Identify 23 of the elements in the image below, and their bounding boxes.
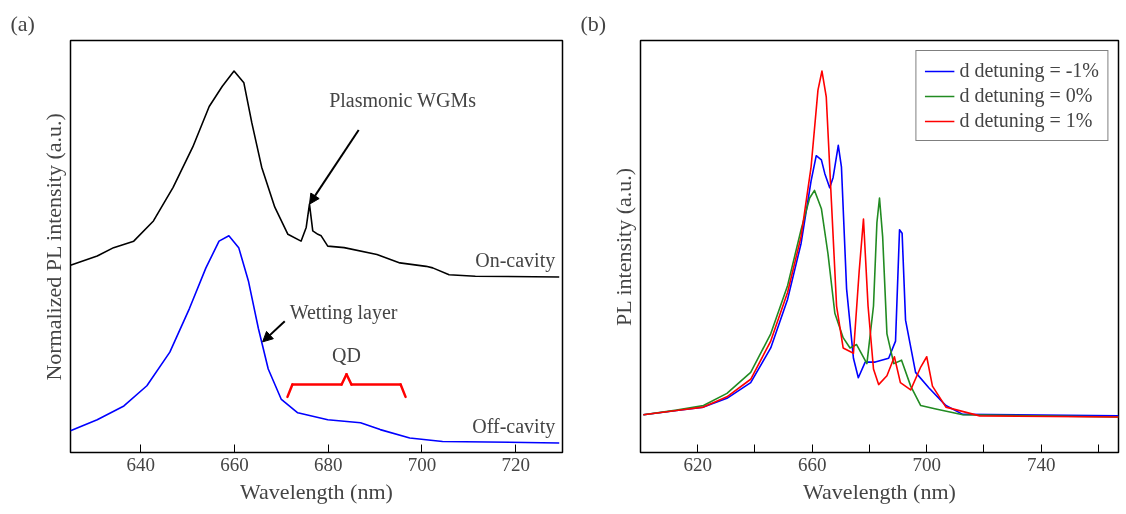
- annotation: Plasmonic WGMs: [329, 89, 477, 112]
- series-label: On-cavity: [475, 249, 556, 273]
- x-axis-title: Wavelength (nm): [240, 478, 393, 504]
- y-axis-title: Normalized PL intensity (a.u.): [40, 113, 66, 381]
- annotation: Wetting layer: [289, 301, 398, 325]
- chart-title: (b): [580, 10, 607, 36]
- x-tick-label: 660: [220, 453, 249, 475]
- x-tick-label: 660: [797, 453, 827, 475]
- x-tick-label: 680: [313, 453, 343, 475]
- legend-label: d detuning = 1%: [959, 109, 1093, 132]
- x-tick-label: 620: [683, 453, 712, 475]
- legend-label: d detuning = -1%: [959, 59, 1099, 82]
- x-tick-label: 720: [501, 453, 530, 475]
- x-axis-title: Wavelength (nm): [803, 478, 956, 504]
- y-axis-title: PL intensity (a.u.): [610, 167, 636, 326]
- series-label: Off-cavity: [472, 414, 556, 438]
- x-tick-label: 740: [1026, 453, 1056, 475]
- x-tick-label: 640: [126, 453, 156, 475]
- annotation: QD: [332, 343, 361, 366]
- chart-title: (a): [10, 10, 35, 36]
- x-tick-label: 700: [912, 453, 941, 475]
- x-tick-label: 700: [407, 453, 437, 475]
- legend-label: d detuning = 0%: [959, 84, 1093, 107]
